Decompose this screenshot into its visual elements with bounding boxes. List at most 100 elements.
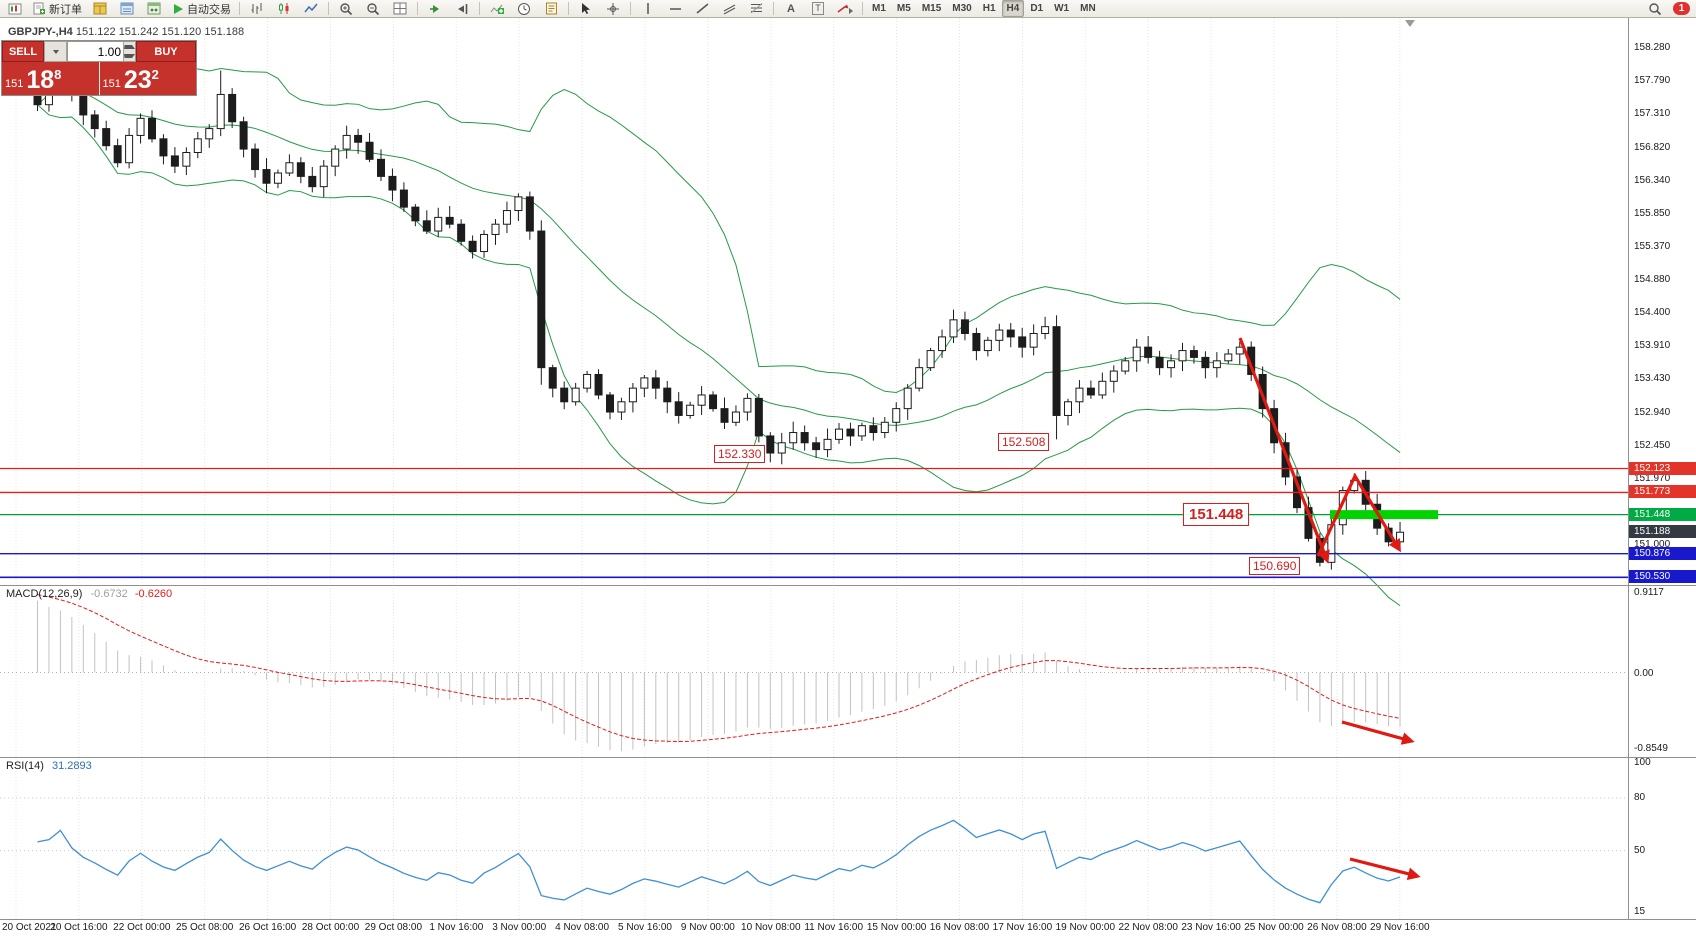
volume-down-button[interactable] xyxy=(123,51,135,61)
candle-body xyxy=(170,155,179,167)
macd-main-value: -0.6732 xyxy=(90,588,128,600)
price-tag-150.876: 150.876 xyxy=(1629,546,1696,560)
horizontal-level-lines[interactable] xyxy=(0,467,1628,579)
timeframe-button-m1[interactable]: M1 xyxy=(872,3,886,14)
price-scale[interactable]: 158.280 157.790 157.310 156.820 156.340 155.8… xyxy=(1628,18,1696,919)
price-annotation-152.508[interactable]: 152.508 xyxy=(998,433,1050,452)
highlight-zone[interactable] xyxy=(1330,510,1438,520)
time-label: 22 Oct 00:00 xyxy=(113,922,171,933)
time-label: 22 Nov 08:00 xyxy=(1118,922,1178,933)
candle-body xyxy=(1178,350,1187,362)
time-axis[interactable]: 20 Oct 2021 20 Oct 16:00 22 Oct 00:00 25 Oc… xyxy=(0,920,1628,936)
candle-body xyxy=(399,189,408,208)
sell-button[interactable]: SELL xyxy=(2,41,44,62)
cursor-button[interactable] xyxy=(573,0,599,18)
candle-body xyxy=(1006,329,1015,338)
rsi-line xyxy=(37,819,1401,904)
fibonacci-button[interactable] xyxy=(743,0,769,18)
time-label: 3 Nov 00:00 xyxy=(492,922,547,933)
candle-body xyxy=(835,428,843,440)
periods-button[interactable] xyxy=(511,0,537,18)
timeframe-button-h4[interactable]: H4 xyxy=(1001,0,1025,17)
candle-body xyxy=(800,432,809,444)
shapes-dropdown-button[interactable] xyxy=(832,0,858,18)
sell-price-display[interactable]: 151 18 8 xyxy=(2,62,99,95)
volume-input[interactable] xyxy=(68,42,123,61)
navigator-button[interactable] xyxy=(141,0,167,18)
trendline-button[interactable] xyxy=(689,0,715,18)
cursor-icon xyxy=(582,3,590,14)
label-tool-button[interactable]: T xyxy=(805,0,831,18)
new-chart-button[interactable] xyxy=(2,0,28,18)
timeframe-button-w1[interactable]: W1 xyxy=(1054,3,1070,14)
line-chart-button[interactable] xyxy=(298,0,324,18)
candle-body xyxy=(90,114,99,130)
timeframe-button-m30[interactable]: M30 xyxy=(952,3,972,14)
chevron-up-icon xyxy=(124,44,135,49)
price-scale-label: 152.450 xyxy=(1634,440,1671,452)
notification-badge[interactable]: 1 xyxy=(1673,2,1690,15)
volume-dropdown-button[interactable] xyxy=(44,41,67,62)
price-annotation-151.448[interactable]: 151.448 xyxy=(1183,502,1250,526)
data-window-button[interactable] xyxy=(114,0,140,18)
candle-body xyxy=(812,442,821,451)
price-scale-label: 154.880 xyxy=(1634,274,1671,286)
autotrade-button[interactable]: 自动交易 xyxy=(168,0,235,18)
price-scale-label: 155.370 xyxy=(1634,240,1671,252)
toolbar-separator xyxy=(773,2,774,15)
pullback-arrow[interactable] xyxy=(1316,472,1401,557)
candlestick-chart-button[interactable] xyxy=(271,0,297,18)
zoom-out-button[interactable] xyxy=(360,0,386,18)
chart-shift-button[interactable] xyxy=(449,0,475,18)
price-annotation-150.690[interactable]: 150.690 xyxy=(1249,557,1301,576)
text-tool-button[interactable]: A xyxy=(778,0,804,18)
candle-body xyxy=(1132,346,1141,362)
auto-scroll-icon xyxy=(430,4,439,13)
rsi-label: RSI(14) 31.2893 xyxy=(6,760,92,772)
candle-body xyxy=(1098,380,1107,396)
panel-separator-macd-rsi[interactable] xyxy=(0,757,1696,758)
rsi-arrow[interactable] xyxy=(1349,857,1421,880)
downtrend-arrow[interactable] xyxy=(1238,337,1330,564)
auto-scroll-button[interactable] xyxy=(422,0,448,18)
timeframe-button-m15[interactable]: M15 xyxy=(921,3,942,14)
candle-body xyxy=(880,421,889,434)
price-annotation-152.330[interactable]: 152.330 xyxy=(714,445,766,464)
rsi-scale-label: 100 xyxy=(1634,757,1651,768)
market-watch-button[interactable] xyxy=(87,0,113,18)
panel-separator-main-macd[interactable] xyxy=(0,585,1696,586)
new-order-button[interactable]: 新订单 xyxy=(29,0,86,18)
candle-body xyxy=(651,377,660,389)
time-label: 10 Nov 08:00 xyxy=(741,922,801,933)
timeframe-button-m5[interactable]: M5 xyxy=(896,3,911,14)
buy-button[interactable]: BUY xyxy=(136,41,196,62)
chart-shift-marker[interactable] xyxy=(1405,20,1415,27)
candle-body xyxy=(342,134,351,150)
channel-button[interactable] xyxy=(716,0,742,18)
candle-body xyxy=(1064,401,1072,416)
search-button[interactable] xyxy=(1642,0,1668,18)
vertical-line-button[interactable] xyxy=(635,0,661,18)
horizontal-line-button[interactable] xyxy=(662,0,688,18)
time-label: 20 Oct 2021 xyxy=(2,922,57,933)
chevron-down-icon xyxy=(52,49,59,54)
volume-up-button[interactable] xyxy=(123,42,135,52)
timeframe-button-h1[interactable]: H1 xyxy=(982,3,996,14)
tile-windows-button[interactable] xyxy=(387,0,413,18)
candle-body xyxy=(571,387,580,403)
bar-chart-button[interactable] xyxy=(244,0,270,18)
timeframe-button-d1[interactable]: D1 xyxy=(1030,3,1044,14)
time-label: 5 Nov 16:00 xyxy=(618,922,672,933)
volume-stepper xyxy=(123,42,135,61)
timeframe-button-mn[interactable]: MN xyxy=(1080,3,1096,14)
buy-price-display[interactable]: 151 23 2 xyxy=(99,62,196,95)
trendline-icon xyxy=(696,3,708,14)
indicators-button[interactable] xyxy=(484,0,510,18)
autotrade-label: 自动交易 xyxy=(187,3,231,16)
annotation-arrows[interactable] xyxy=(1238,337,1421,880)
macd-arrow[interactable] xyxy=(1341,720,1415,745)
zoom-in-button[interactable] xyxy=(333,0,359,18)
crosshair-button[interactable] xyxy=(600,0,626,18)
templates-button[interactable] xyxy=(538,0,564,18)
